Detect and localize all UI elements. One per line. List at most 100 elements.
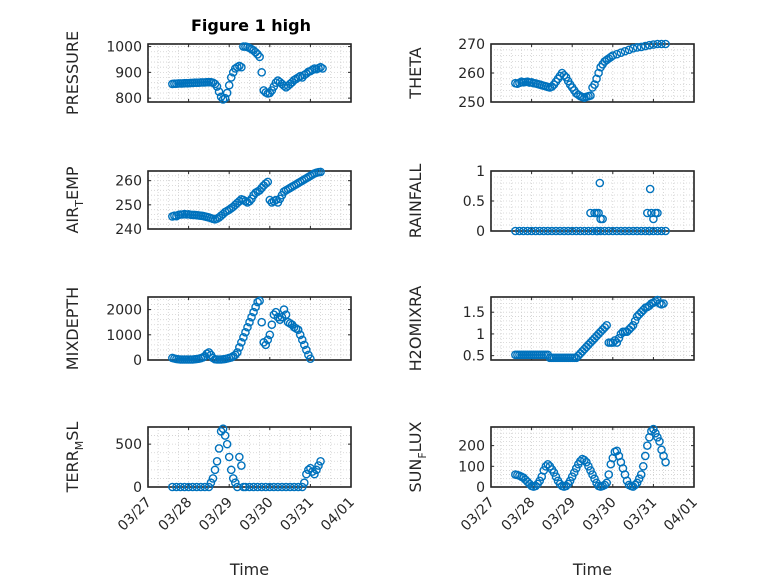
y-tick-label: 250 [458,95,485,111]
subplot-h2omixra: 0.5 1 1.5 H2OMIXRA [406,286,695,371]
data-point [640,451,650,461]
y-tick-label: 900 [115,65,142,81]
data-point [634,474,644,484]
data-point [527,226,536,236]
data-point [230,350,240,360]
data-point [531,226,540,236]
y-label-rest: EMP [63,166,82,200]
y-label-main: PRESSURE [63,31,82,115]
data-point [200,482,210,492]
y-tick-label: 0 [133,353,142,369]
data-point [212,456,222,466]
data-point [608,338,618,347]
data-point [559,226,569,236]
data-point [649,40,658,49]
subplot-terr_msl: 03/27 03/28 03/29 03/30 03/31 04/01 0 500 TERRMS… [63,422,358,579]
x-axis-label: Time [572,560,612,579]
data-point [235,452,244,462]
data-point [563,226,573,236]
y-label-subscript: T [73,200,86,208]
y-tick-label: 1 [476,327,485,343]
data-point [237,461,246,470]
data-point [519,226,528,236]
data-point [628,44,638,53]
data-point [559,71,569,80]
data-point [297,482,307,492]
y-tick-label: 0 [133,480,142,496]
data-point [661,39,670,49]
data-point [551,226,561,236]
data-point [281,310,291,319]
data-point [584,226,593,236]
data-point [596,226,605,236]
data-point [210,79,220,89]
y-axis-label: THETA [406,47,425,99]
data-point [310,469,319,479]
data-point [214,87,224,96]
data-point [251,302,260,312]
data-point [651,428,660,438]
data-point [226,73,236,82]
axes-box [147,296,352,361]
data-point [543,226,553,236]
data-point [582,457,591,467]
x-tick-label: 03/27 [115,495,155,535]
data-point [569,468,579,477]
data-point [237,62,246,72]
data-point [580,226,589,236]
data-point [300,478,309,488]
data-point [228,474,238,483]
data-point [590,474,599,484]
data-point [661,226,670,236]
data-point [612,338,622,347]
data-point [632,43,642,52]
data-point [257,482,266,492]
data-point [511,226,520,236]
y-tick-label: 0.5 [463,349,485,365]
data-point [640,41,650,51]
data-point [285,482,295,492]
data-point [265,195,275,205]
data-point [265,482,275,492]
data-point [592,74,601,84]
data-point [616,48,626,58]
data-point [551,472,561,481]
data-point [628,320,638,330]
data-point [647,426,656,436]
data-point [580,455,589,465]
y-tick-label: 240 [115,222,142,238]
data-point [275,315,285,324]
data-point [204,348,214,357]
data-point [261,482,271,492]
x-axis-label: Time [229,560,269,579]
axes-border [490,296,695,361]
data-point [243,322,252,332]
y-label-subscript: F [416,452,429,458]
x-tick-label: 03/28 [499,495,539,535]
data-point [206,478,216,488]
data-point [308,467,317,476]
data-point [632,226,642,236]
data-point [600,480,609,490]
data-point [590,80,599,89]
data-point [176,482,185,492]
x-tick-label: 03/31 [620,495,660,535]
data-point [226,465,236,475]
y-tick-label: 260 [458,66,485,82]
y-axis-label: MIXDEPTH [63,287,82,370]
y-tick-label: 260 [115,174,142,190]
x-tick-label: 03/29 [539,495,579,535]
y-label-main: THETA [406,47,425,99]
y-axis-label: SUNFLUX [406,421,429,492]
data-point [539,466,549,475]
data-point [636,42,646,52]
data-point [255,296,264,306]
data-point [263,177,273,187]
data-point [245,482,254,492]
data-point [571,464,581,473]
data-point [620,226,630,236]
data-point [515,226,524,236]
y-axis-label: AIRTEMP [63,166,86,233]
x-tick-label: 04/01 [661,495,701,535]
data-point [289,482,299,492]
